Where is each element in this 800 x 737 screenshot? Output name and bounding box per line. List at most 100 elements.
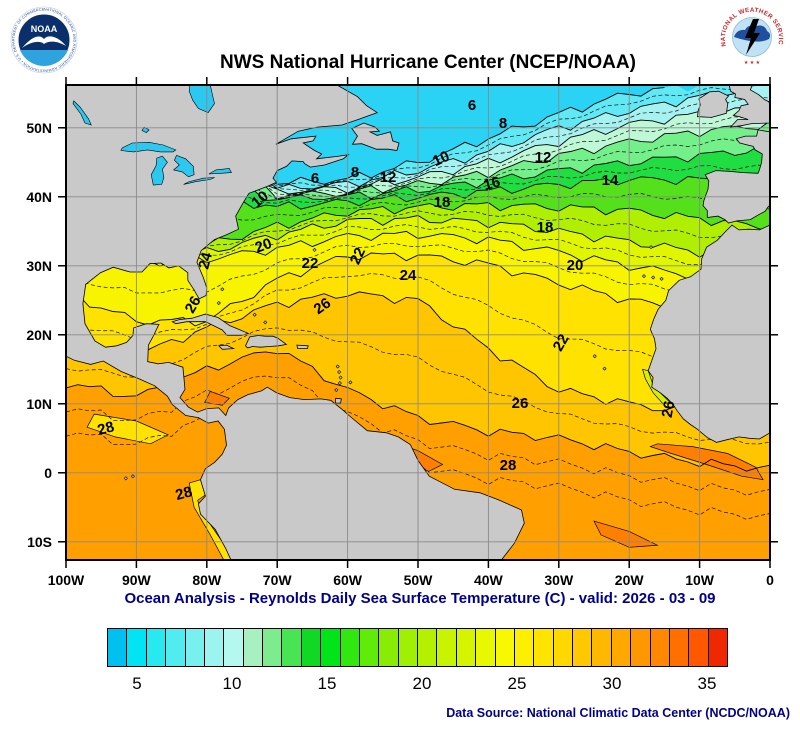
colorbar-cell <box>418 629 438 666</box>
lat-tick-label: 40N <box>26 188 52 205</box>
colorbar-cell <box>359 629 380 666</box>
colorbar-cell <box>592 629 612 666</box>
small-islands <box>123 245 664 481</box>
colorbar-tick-label: 30 <box>602 674 622 693</box>
colorbar-cell <box>456 629 477 666</box>
colorbar-cell <box>224 629 244 666</box>
colorbar-cell <box>650 629 670 666</box>
colorbar-cell <box>340 629 360 666</box>
contour-label: 26 <box>311 295 334 318</box>
colorbar-tick-label: 5 <box>132 674 142 693</box>
contour-label: 6 <box>311 170 319 187</box>
data-source-credit: Data Source: National Climatic Data Cent… <box>446 706 790 720</box>
colorbar-cell <box>495 629 515 666</box>
colorbar-cell <box>146 629 167 666</box>
colorbar-cell <box>263 629 283 666</box>
lat-tick-label: 10N <box>26 395 52 412</box>
lon-tick-label: 60W <box>333 572 362 588</box>
lat-tick-label: 10S <box>27 533 52 550</box>
colorbar-cell <box>689 629 709 666</box>
noaa-wordmark: NOAA <box>31 24 58 34</box>
nws-lightning-icon <box>745 19 760 55</box>
contour-label: 24 <box>400 267 417 284</box>
colorbar-cell <box>553 629 573 666</box>
lat-tick-label: 20N <box>26 326 52 343</box>
page-title: NWS National Hurricane Center (NCEP/NOAA… <box>220 52 636 73</box>
lon-tick-label: 0 <box>766 572 774 588</box>
lon-tick-label: 10W <box>685 572 714 588</box>
contour-label: 22 <box>347 245 369 267</box>
colorbar-cell <box>708 629 727 666</box>
colorbar-cell <box>573 629 593 666</box>
graticule-grid <box>66 85 770 560</box>
contour-label: 26 <box>512 395 529 412</box>
contour-label: 6 <box>468 97 476 114</box>
lon-tick-label: 50W <box>403 572 433 588</box>
colorbar-cell <box>669 629 690 666</box>
colorbar-tick-label: 10 <box>222 674 242 693</box>
lon-tick-label: 20W <box>614 572 644 588</box>
lon-tick-label: 70W <box>262 572 292 588</box>
contour-label: 28 <box>96 418 117 439</box>
colorbar-cell <box>631 629 651 666</box>
map-subtitle: Ocean Analysis - Reynolds Daily Sea Surf… <box>124 590 716 607</box>
lakes <box>72 85 232 186</box>
contour-label: 26 <box>659 400 679 419</box>
contour-label: 20 <box>253 235 274 257</box>
temperature-colorbar <box>107 628 728 667</box>
contour-label: 8 <box>351 164 359 181</box>
lon-tick-label: 40W <box>473 572 503 588</box>
lon-tick-label: 100W <box>47 572 85 588</box>
colorbar-cell <box>379 629 399 666</box>
colorbar-cell <box>108 629 128 666</box>
nws-logo: NATIONAL WEATHER SERVICE ★ ★ ★ <box>720 5 784 68</box>
nws-stars: ★ ★ ★ <box>744 60 761 66</box>
lat-tick-label: 0 <box>44 464 52 481</box>
colorbar-tick-label: 25 <box>507 674 527 693</box>
sst-map: 6 8 12 14 6 8 12 10 10 16 18 18 20 20 22 22 24 24 26 26 22 26… <box>58 77 778 568</box>
colorbar-cell <box>185 629 205 666</box>
colorbar-cell <box>243 629 263 666</box>
contour-label: 16 <box>482 173 503 194</box>
contour-label: 28 <box>500 457 517 474</box>
colorbar-cell <box>301 629 322 666</box>
contour-label: 20 <box>567 257 584 274</box>
contour-label: 22 <box>550 331 573 354</box>
contour-label: 22 <box>302 255 319 272</box>
colorbar-cell <box>476 629 496 666</box>
contour-label: 14 <box>602 172 619 189</box>
colorbar-cell <box>611 629 632 666</box>
contour-label: 24 <box>195 250 216 271</box>
colorbar-tick-label: 20 <box>412 674 432 693</box>
land-masses <box>66 85 770 560</box>
noaa-gull-icon <box>22 36 66 48</box>
contour-label: 8 <box>499 115 507 132</box>
contour-label: 28 <box>174 483 195 504</box>
colorbar-cell <box>398 629 418 666</box>
colorbar-cell <box>204 629 225 666</box>
colorbar-cell <box>321 629 341 666</box>
lat-tick-label: 30N <box>26 257 52 274</box>
noaa-logo: NATIONAL OCEANIC AND ATMOSPHERIC ADMINIS… <box>10 6 78 74</box>
lon-tick-label: 30W <box>544 572 574 588</box>
colorbar-cell <box>166 629 186 666</box>
contour-label: 12 <box>380 169 397 186</box>
contour-label: 12 <box>535 149 552 166</box>
colorbar-cell <box>514 629 535 666</box>
lat-tick-label: 50N <box>26 119 52 136</box>
lon-tick-label: 90W <box>121 572 151 588</box>
colorbar-cell <box>437 629 457 666</box>
colorbar-cell <box>127 629 147 666</box>
contour-label: 26 <box>182 293 205 316</box>
map-frame <box>58 77 778 568</box>
axis-tick-marks <box>58 77 778 568</box>
colorbar-cell <box>534 629 554 666</box>
contour-label: 18 <box>434 194 451 211</box>
colorbar-cell <box>282 629 302 666</box>
contour-label: 18 <box>537 219 554 236</box>
colorbar-tick-label: 35 <box>697 674 717 693</box>
